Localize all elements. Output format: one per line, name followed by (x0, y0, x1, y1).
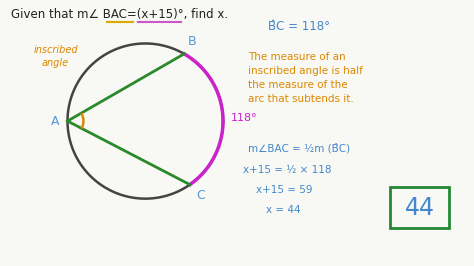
Text: The measure of an
inscribed angle is half
the measure of the
arc that subtends i: The measure of an inscribed angle is hal… (248, 52, 363, 104)
Text: x+15 = 59: x+15 = 59 (256, 185, 312, 195)
Text: A: A (51, 115, 60, 128)
Text: m∠BAC = ½m (B̂C): m∠BAC = ½m (B̂C) (248, 143, 350, 153)
Text: B: B (188, 35, 197, 48)
Text: B̂C = 118°: B̂C = 118° (268, 20, 330, 33)
Text: C: C (196, 189, 205, 202)
Text: 44: 44 (404, 196, 435, 220)
Text: x+15 = ½ × 118: x+15 = ½ × 118 (243, 165, 331, 175)
Text: 118°: 118° (231, 113, 257, 123)
Text: Given that m∠ BAC​=(x+15)°, find x.: Given that m∠ BAC​=(x+15)°, find x. (11, 8, 228, 21)
FancyBboxPatch shape (390, 187, 449, 228)
Text: inscribed
angle: inscribed angle (33, 45, 78, 68)
Text: x = 44: x = 44 (266, 205, 301, 215)
